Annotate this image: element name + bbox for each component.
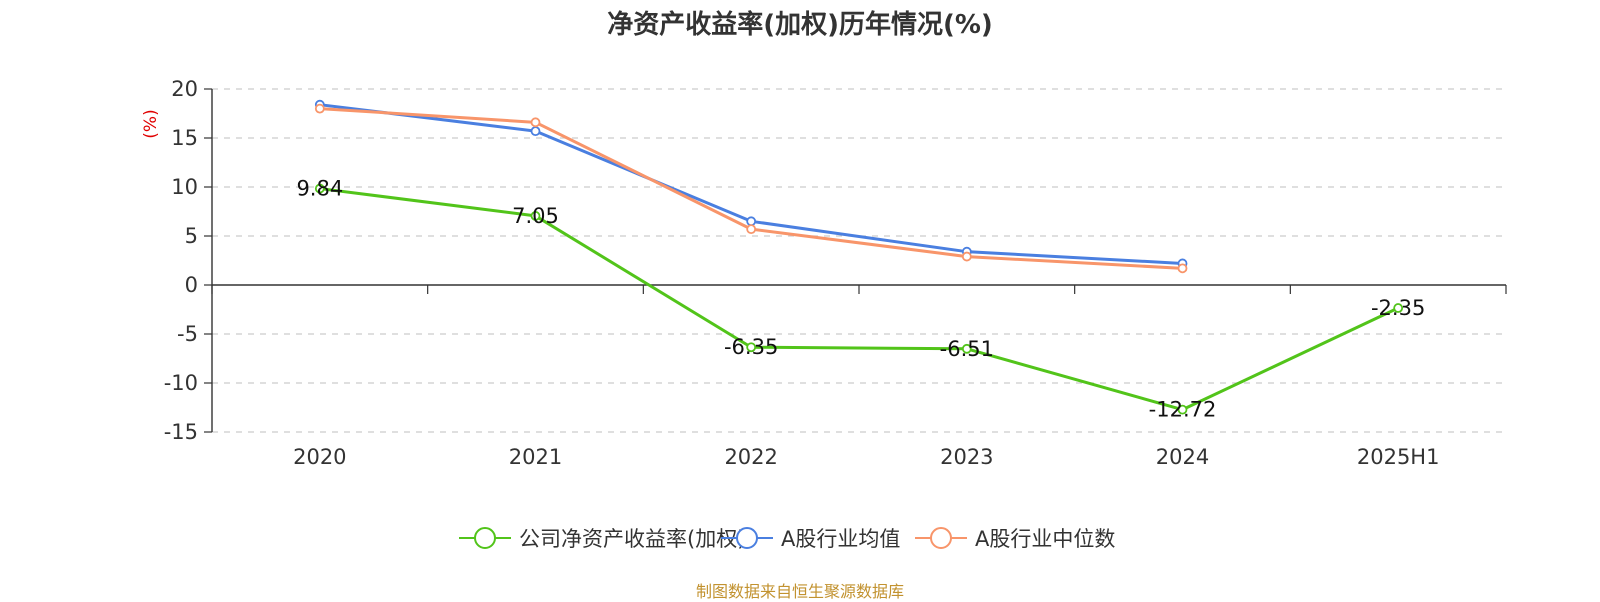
data-point[interactable] <box>1177 404 1188 415</box>
x-tick-label: 2021 <box>509 445 562 469</box>
data-point[interactable] <box>746 342 757 353</box>
series-line <box>319 103 1183 265</box>
data-label: -12.72 <box>1149 398 1217 422</box>
data-label: -2.35 <box>1371 296 1425 320</box>
y-tick-label: 15 <box>171 126 198 150</box>
legend-item[interactable]: 公司净资产收益率(加权) <box>459 527 745 551</box>
data-point[interactable] <box>530 211 541 221</box>
data-point[interactable] <box>530 126 541 137</box>
x-tick-label: 2022 <box>724 445 777 469</box>
chart-title: 净资产收益率(加权)历年情况(%) <box>607 10 993 40</box>
legend-circle-icon <box>736 527 758 549</box>
grid-lines <box>212 88 1506 433</box>
data-point[interactable] <box>746 224 757 235</box>
y-axis-label: (%) <box>141 109 161 138</box>
x-tick-label: 2020 <box>293 445 346 469</box>
data-point[interactable] <box>961 343 972 354</box>
x-tick-label: 2024 <box>1156 445 1209 469</box>
y-tick-label: -10 <box>164 371 198 395</box>
y-tick-label: 5 <box>185 224 198 248</box>
legend-item[interactable]: A股行业中位数 <box>915 527 1115 551</box>
x-tick-label: 2023 <box>940 445 993 469</box>
data-point[interactable] <box>746 216 757 227</box>
legend-circle-icon <box>930 527 952 549</box>
legend-item[interactable]: A股行业均值 <box>721 527 900 551</box>
y-tick-label: -5 <box>177 322 198 346</box>
legend-label: A股行业中位数 <box>975 527 1115 551</box>
axes <box>211 89 1506 432</box>
data-point[interactable] <box>1177 263 1188 274</box>
series-line <box>319 187 1399 412</box>
x-tick-label: 2025H1 <box>1357 445 1440 469</box>
series-group: 9.84 7.05 -6.35 -6.51 -12.72 -2.35 <box>296 99 1425 422</box>
x-axis-ticks: 2020 2021 2022 2023 2024 2025H1 <box>211 285 1507 469</box>
series-line <box>319 107 1183 270</box>
data-source-note: 制图数据来自恒生聚源数据库 <box>695 582 904 601</box>
data-label: 7.05 <box>512 204 559 228</box>
y-tick-label: 10 <box>171 175 198 199</box>
y-tick-label: 0 <box>185 273 198 297</box>
legend-label: A股行业均值 <box>781 527 900 551</box>
data-label: -6.35 <box>724 335 778 359</box>
legend-label: 公司净资产收益率(加权) <box>519 527 745 551</box>
data-point[interactable] <box>314 183 325 194</box>
data-point[interactable] <box>314 103 325 114</box>
y-axis-ticks: 20 15 10 5 0 -5 -10 -15 <box>164 77 212 444</box>
data-point[interactable] <box>530 117 541 128</box>
y-tick-label: -15 <box>164 420 198 444</box>
data-label: 9.84 <box>296 177 343 201</box>
data-point[interactable] <box>961 251 972 262</box>
y-tick-label: 20 <box>171 77 198 101</box>
legend-circle-icon <box>474 527 496 549</box>
legend[interactable]: 公司净资产收益率(加权) A股行业均值 A股行业中位数 <box>459 527 1115 551</box>
data-point[interactable] <box>1393 303 1404 313</box>
data-label: -6.51 <box>940 337 994 361</box>
